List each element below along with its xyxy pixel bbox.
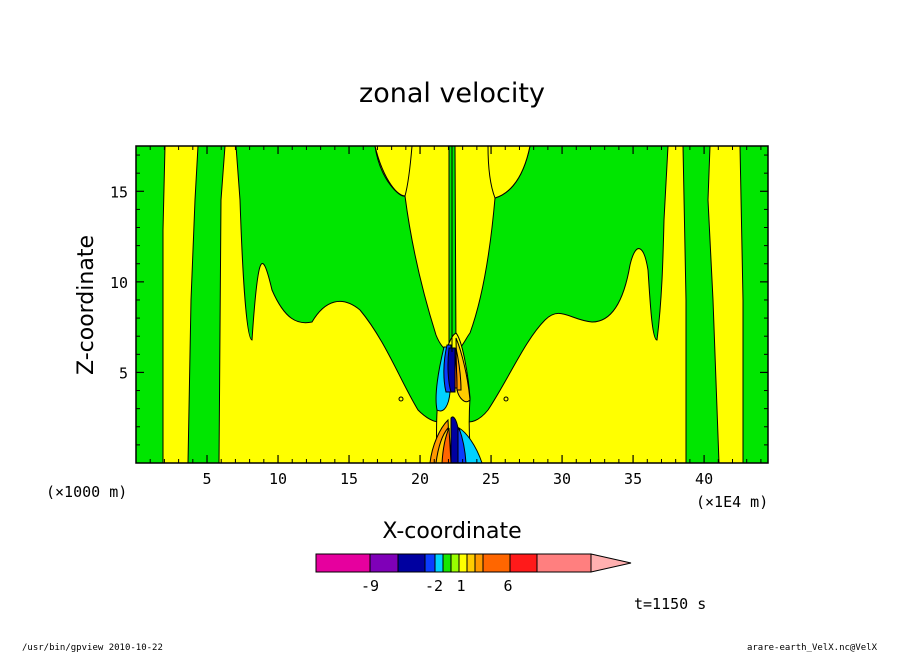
colorbar xyxy=(315,553,632,573)
colorbar-tick-label: -2 xyxy=(425,577,443,595)
x-tick-label: 5 xyxy=(202,470,211,488)
colorbar-tick-label: -9 xyxy=(361,577,379,595)
colorbar-segment xyxy=(536,553,592,573)
jet-lower-navy-core xyxy=(450,416,459,464)
footer-left: /usr/bin/gpview 2010-10-22 xyxy=(22,643,163,653)
colorbar-segment xyxy=(474,553,484,573)
colorbar-extend-arrow xyxy=(590,553,632,573)
jet-lower-dark-orange xyxy=(441,427,452,464)
colorbar-labels: -9 -2 1 6 xyxy=(361,577,513,595)
colorbar-segment xyxy=(397,553,426,573)
colorbar-segment xyxy=(458,553,468,573)
colorbar-segment xyxy=(482,553,511,573)
chart-title: zonal velocity xyxy=(359,78,545,109)
colorbar-segment xyxy=(369,553,399,573)
contour-field xyxy=(135,145,769,464)
colorbar-segment xyxy=(315,553,371,573)
x-axis-label: X-coordinate xyxy=(382,519,521,544)
colorbar-segment xyxy=(434,553,444,573)
x-tick-label: 30 xyxy=(553,470,571,488)
x-unit-label: (×1E4 m) xyxy=(696,493,768,511)
x-tick-label: 15 xyxy=(340,470,358,488)
x-tick-label: 40 xyxy=(695,470,713,488)
x-tick-label: 25 xyxy=(482,470,500,488)
time-annotation: t=1150 s xyxy=(634,595,706,613)
jet-dark-orange-right xyxy=(454,351,458,389)
small-contour-right xyxy=(503,396,509,402)
jet-navy-core xyxy=(447,347,456,393)
x-tick-label: 10 xyxy=(269,470,287,488)
colorbar-segment xyxy=(442,553,452,573)
x-tick-label: 35 xyxy=(624,470,642,488)
colorbar-segment xyxy=(450,553,460,573)
y-tick-label: 10 xyxy=(110,274,128,292)
y-unit-label: (×1000 m) xyxy=(46,483,127,501)
green-region-left-edge xyxy=(135,145,166,464)
y-tick-label: 15 xyxy=(110,183,128,201)
plot-frame xyxy=(135,145,769,464)
colorbar-segment xyxy=(509,553,538,573)
y-tick-label: 5 xyxy=(119,364,128,382)
jet-lower-cyan xyxy=(458,426,483,464)
x-tick-label: 20 xyxy=(411,470,429,488)
colorbar-tick-label: 6 xyxy=(503,577,512,595)
y-axis: 5 10 15 xyxy=(110,154,768,446)
footer-right: arare-earth_VelX.nc@VelX xyxy=(747,643,878,653)
green-region-right-band xyxy=(682,145,720,464)
green-region-right-edge xyxy=(739,145,769,464)
yellow-tongue-right xyxy=(487,145,531,199)
y-axis-label: Z-coordinate xyxy=(74,235,99,375)
colorbar-tick-label: 1 xyxy=(456,577,465,595)
colorbar-segment xyxy=(466,553,476,573)
yellow-tongue-left xyxy=(374,145,413,197)
colorbar-segment xyxy=(424,553,436,573)
x-axis: 5 10 15 20 25 30 35 40 xyxy=(149,146,762,488)
small-contour-left xyxy=(398,396,404,402)
